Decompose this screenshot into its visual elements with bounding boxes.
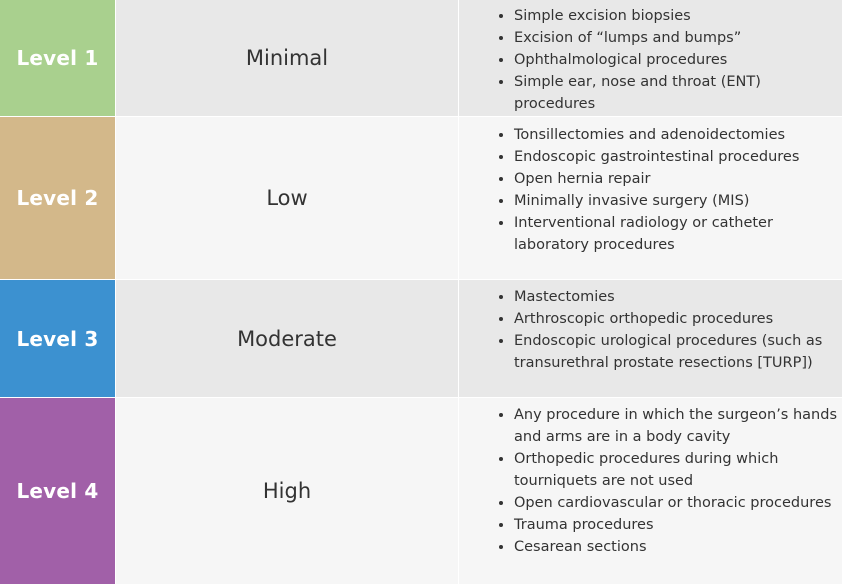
level-2-label: Level 2 [16,186,99,210]
procedure-item: Simple ear, nose and throat (ENT) proced… [514,71,838,115]
risk-label: High [262,479,312,503]
procedure-item: Excision of “lumps and bumps” [514,27,838,49]
level-3-cell: Level 3 [0,280,115,398]
level-1-label: Level 1 [16,46,99,70]
risk-label: Low [266,186,308,210]
procedures-level-4: Any procedure in which the surgeon’s han… [459,398,842,584]
level-4-label: Level 4 [16,479,99,503]
procedure-item: Endoscopic gastrointestinal procedures [514,146,838,168]
level-4-cell: Level 4 [0,398,115,584]
procedure-item: Minimally invasive surgery (MIS) [514,190,838,212]
procedure-list: Simple excision biopsies Excision of “lu… [459,5,838,115]
procedure-item: Tonsillectomies and adenoidectomies [514,124,838,146]
procedure-list: Mastectomies Arthroscopic orthopedic pro… [459,286,838,374]
level-2-cell: Level 2 [0,117,115,280]
procedure-item: Open cardiovascular or thoracic procedur… [514,492,838,514]
procedure-item: Any procedure in which the surgeon’s han… [514,404,838,448]
procedures-level-2: Tonsillectomies and adenoidectomies Endo… [459,117,842,280]
procedure-item: Trauma procedures [514,514,838,536]
procedure-item: Arthroscopic orthopedic procedures [514,308,838,330]
procedure-item: Endoscopic urological procedures (such a… [514,330,838,374]
risk-label: Moderate [237,326,337,351]
risk-high-cell: High [115,398,459,584]
risk-minimal-cell: Minimal [115,0,459,117]
procedure-list: Tonsillectomies and adenoidectomies Endo… [459,124,838,256]
procedure-item: Mastectomies [514,286,838,308]
risk-label: Minimal [245,46,329,70]
procedure-item: Cesarean sections [514,536,838,558]
procedure-item: Interventional radiology or catheter lab… [514,212,838,256]
risk-low-cell: Low [115,117,459,280]
procedure-item: Orthopedic procedures during which tourn… [514,448,838,492]
procedures-level-3: Mastectomies Arthroscopic orthopedic pro… [459,280,842,398]
procedures-level-1: Simple excision biopsies Excision of “lu… [459,0,842,117]
level-1-cell: Level 1 [0,0,115,117]
level-3-label: Level 3 [16,326,99,351]
risk-moderate-cell: Moderate [115,280,459,398]
procedure-item: Open hernia repair [514,168,838,190]
procedure-item: Ophthalmological procedures [514,49,838,71]
procedure-list: Any procedure in which the surgeon’s han… [459,404,838,558]
procedure-item: Simple excision biopsies [514,5,838,27]
